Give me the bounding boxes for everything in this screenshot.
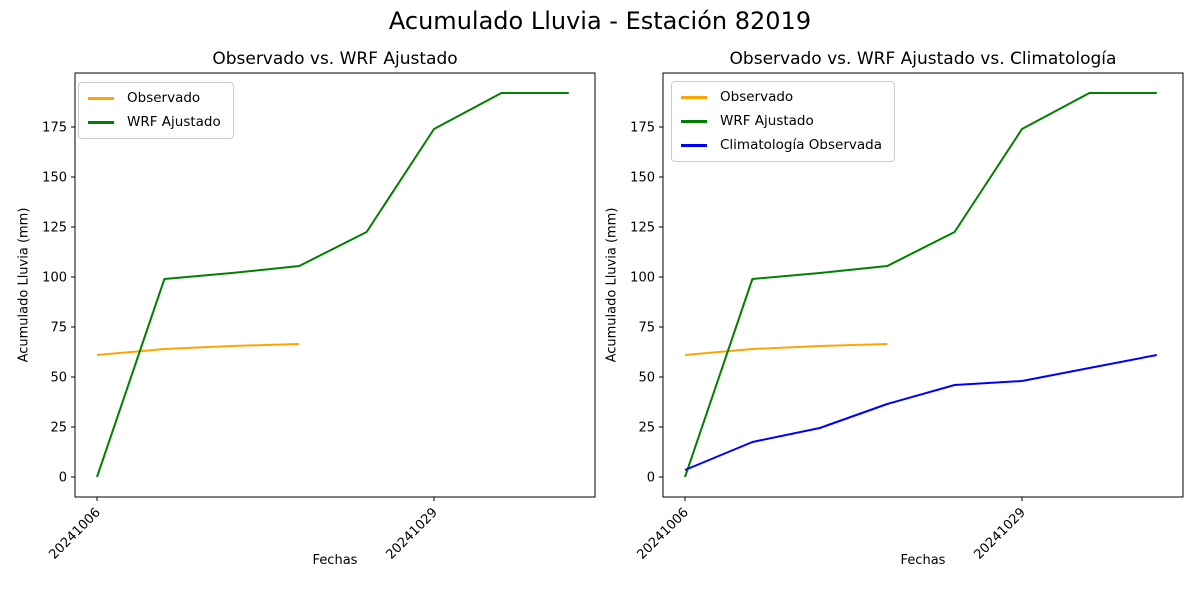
y-tick-label: 175 xyxy=(630,121,655,136)
right-yaxis-label: Acumulado Lluvia (mm) xyxy=(604,207,620,363)
axes-frame xyxy=(74,72,596,498)
legend-label: WRF Ajustado xyxy=(720,113,814,129)
y-tick-label: 125 xyxy=(42,221,67,236)
left-plot-title: Observado vs. WRF Ajustado xyxy=(212,49,458,69)
right-xaxis-label: Fechas xyxy=(900,553,946,568)
line-observado xyxy=(96,343,300,356)
y-tick-label: 75 xyxy=(638,321,655,336)
legend-label: Observado xyxy=(127,90,201,106)
axes-frame xyxy=(662,72,1184,498)
y-tick-label: 175 xyxy=(42,121,67,136)
legend-entry: Observado xyxy=(88,91,221,106)
y-tick-label: 150 xyxy=(630,171,655,186)
legend-entry: Observado xyxy=(681,90,882,105)
y-tick-label: 150 xyxy=(42,171,67,186)
line-climatologia-observada xyxy=(684,354,1157,471)
right-plot-title: Observado vs. WRF Ajustado vs. Climatolo… xyxy=(729,49,1117,69)
y-tick-label: 0 xyxy=(647,471,655,486)
observado-line-swatch xyxy=(681,96,707,99)
observado-line-swatch xyxy=(88,97,114,100)
y-tick-label: 50 xyxy=(638,371,655,386)
y-tick-label: 100 xyxy=(42,271,67,286)
legend-label: Observado xyxy=(720,89,794,105)
legend-entry: WRF Ajustado xyxy=(88,115,221,130)
y-tick-label: 0 xyxy=(59,471,67,486)
legend-entry: Climatología Observada xyxy=(681,138,882,153)
line-wrf-ajustado xyxy=(684,92,1157,478)
left-xaxis-label: Fechas xyxy=(312,553,358,568)
legend-label: Climatología Observada xyxy=(720,137,882,153)
y-tick-label: 50 xyxy=(50,371,67,386)
y-tick-label: 75 xyxy=(50,321,67,336)
line-wrf-ajustado xyxy=(96,92,569,478)
left-legend: Observado WRF Ajustado xyxy=(78,82,234,139)
wrf-line-swatch xyxy=(88,121,114,124)
left-yaxis-label: Acumulado Lluvia (mm) xyxy=(16,207,32,363)
legend-entry: WRF Ajustado xyxy=(681,114,882,129)
y-tick-label: 25 xyxy=(638,421,655,436)
wrf-line-swatch xyxy=(681,120,707,123)
climatologia-line-swatch xyxy=(681,144,707,147)
legend-label: WRF Ajustado xyxy=(127,114,221,130)
line-observado xyxy=(684,343,888,356)
y-tick-label: 100 xyxy=(630,271,655,286)
right-legend: Observado WRF Ajustado Climatología Obse… xyxy=(671,81,895,162)
y-tick-label: 25 xyxy=(50,421,67,436)
y-tick-label: 125 xyxy=(630,221,655,236)
figure-title: Acumulado Lluvia - Estación 82019 xyxy=(388,7,812,35)
